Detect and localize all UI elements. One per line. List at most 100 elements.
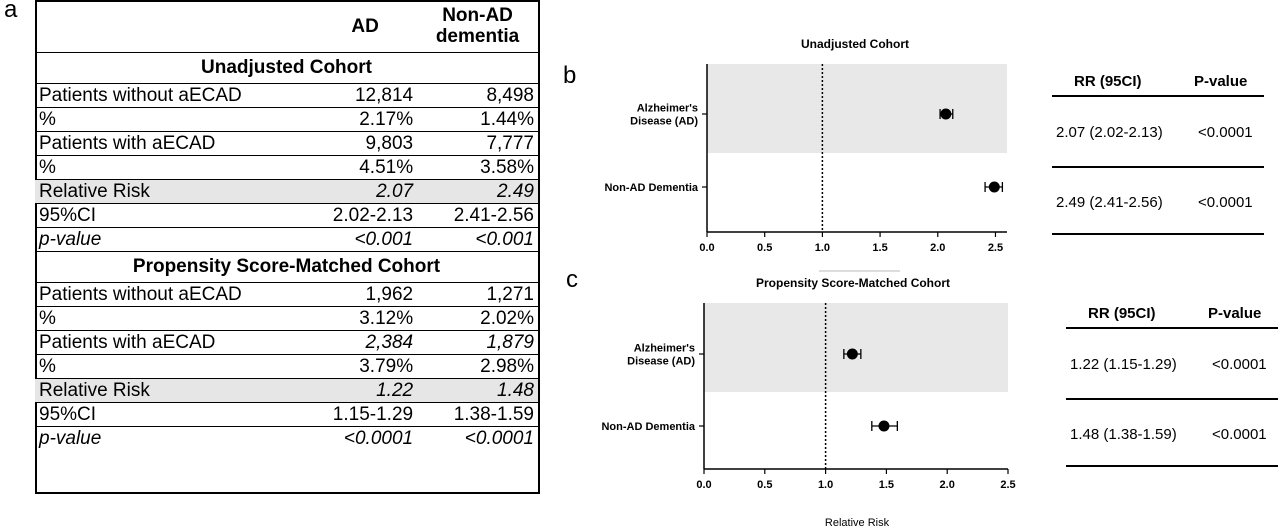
shaded-band [704,303,1008,392]
header-nonad-line2: dementia [435,26,520,47]
header-nonad-line1: Non-AD [442,5,513,26]
row-label: 95%CI [35,203,314,228]
section-title-row: Unadjusted Cohort [35,52,538,84]
cell-nonad: 2.98% [417,354,538,379]
category-label: Non-AD Dementia [604,182,698,194]
cell-nonad: 3.58% [417,155,538,180]
row-label: % [35,354,314,379]
x-tick-label: 0.5 [757,479,772,491]
rr-estimate: 2.49 (2.41-2.56) [1056,194,1163,211]
category-label: Disease (AD) [630,116,698,128]
x-tick-label: 2.5 [1000,479,1015,491]
shaded-band [707,64,1007,153]
table-row: Patients with aECAD 9,803 7,777 [35,131,538,156]
rr-table-unadjusted: RR (95CI) P-value 2.07 (2.02-2.13) <0.0001 2… [1052,70,1266,240]
rr-point [988,181,1000,193]
x-tick-label: 2.0 [930,242,945,254]
cell-nonad: 1,271 [417,282,538,307]
rr-rule [1066,327,1278,329]
cell-nonad: 1,879 [417,330,538,355]
row-label: 95%CI [35,402,314,427]
forest-plot-unadjusted: Unadjusted Cohort 0.0 0.5 1.0 1.5 2.0 2.5 Alzhe… [604,37,1007,254]
cohort-table: AD Non-AD dementia Unadjusted Cohort Pati… [35,0,538,450]
row-label: p-value [35,227,314,252]
category-label: Alzheimer's [637,103,698,115]
cell-nonad: 1.44% [417,107,538,132]
cell-ad: 9,803 [313,131,418,156]
table-row: Patients without aECAD 1,962 1,271 [35,282,538,307]
row-label: Patients with aECAD [35,131,314,156]
cell-nonad: 2.49 [417,179,538,204]
cell-nonad: 7,777 [417,131,538,156]
rr-header-pvalue: P-value [1194,73,1248,90]
row-label: Patients with aECAD [35,330,314,355]
cell-nonad: <0.001 [417,227,538,252]
x-axis-label: Relative Risk [825,517,890,529]
cell-ad: 2,384 [313,330,418,355]
row-label: Relative Risk [35,378,314,403]
table-row: 95%CI 1.15-1.29 1.38-1.59 [35,402,538,427]
table-row: % 2.17% 1.44% [35,107,538,132]
panel-label-a: a [4,0,18,23]
x-tick-label: 1.5 [872,242,887,254]
panel-label-c: c [566,266,578,293]
rr-rule [1066,398,1278,400]
table-row: Relative Risk 2.07 2.49 [35,179,538,204]
row-label: % [35,107,314,132]
category-label: Disease (AD) [627,356,695,368]
table-row: Patients without aECAD 12,814 8,498 [35,83,538,108]
section-title: Unadjusted Cohort [35,52,538,84]
header-ad: AD [351,15,379,37]
cohort-table-body: AD Non-AD dementia Unadjusted Cohort Pati… [35,0,538,450]
section-title: Propensity Score-Matched Cohort [35,251,538,283]
table-header-blank [35,0,313,53]
rr-pvalue: <0.0001 [1212,426,1267,443]
section-title-row: Propensity Score-Matched Cohort [35,251,538,283]
x-tick-label: 2.5 [988,242,1003,254]
cell-nonad: 2.41-2.56 [417,203,538,228]
rr-rule [1052,166,1264,168]
cell-nonad: 1.48 [417,378,538,403]
rr-estimate: 1.22 (1.15-1.29) [1070,356,1177,373]
rr-point [940,108,952,120]
row-label: Patients without aECAD [35,282,314,307]
cell-nonad: 2.02% [417,306,538,331]
cell-ad: 12,814 [313,83,418,108]
header-nonad: Non-AD dementia [417,0,538,53]
x-tick-label: 1.5 [879,479,894,491]
x-tick-label: 2.0 [940,479,955,491]
rr-table-matched: RR (95CI) P-value 1.22 (1.15-1.29) <0.0001 1… [1066,302,1280,472]
cell-ad: <0.0001 [313,426,418,450]
table-row: 95%CI 2.02-2.13 2.41-2.56 [35,203,538,228]
cell-ad: 2.02-2.13 [313,203,418,228]
cell-ad: 3.79% [313,354,418,379]
cell-ad: <0.001 [313,227,418,252]
cell-ad: 2.07 [313,179,418,204]
forest-plot-matched: Propensity Score-Matched Cohort 0.0 0.5 1.0… [601,270,1016,529]
table-row: p-value <0.001 <0.001 [35,227,538,252]
table-header-row: AD Non-AD dementia [35,0,538,53]
rr-estimate: 2.07 (2.02-2.13) [1056,124,1163,141]
row-label: p-value [35,426,314,450]
category-label: Alzheimer's [634,343,695,355]
x-tick-label: 1.0 [815,242,830,254]
x-tick-label: 1.0 [818,479,833,491]
rr-estimate: 1.48 (1.38-1.59) [1070,426,1177,443]
table-row: Relative Risk 1.22 1.48 [35,378,538,403]
cell-nonad: 1.38-1.59 [417,402,538,427]
cell-nonad: 8,498 [417,83,538,108]
table-row: p-value <0.0001 <0.0001 [35,426,538,450]
cell-ad: 2.17% [313,107,418,132]
table-row: % 3.12% 2.02% [35,306,538,331]
rr-header-estimate: RR (95CI) [1074,73,1142,90]
chart-title: Propensity Score-Matched Cohort [756,276,950,290]
category-label: Non-AD Dementia [601,421,695,433]
rr-pvalue: <0.0001 [1198,124,1253,141]
row-label: % [35,306,314,331]
rr-rule [1052,95,1264,97]
rr-pvalue: <0.0001 [1198,194,1253,211]
table-row: % 4.51% 3.58% [35,155,538,180]
table-row: Patients with aECAD 2,384 1,879 [35,330,538,355]
rr-point [878,420,890,432]
x-tick-label: 0.0 [699,242,714,254]
